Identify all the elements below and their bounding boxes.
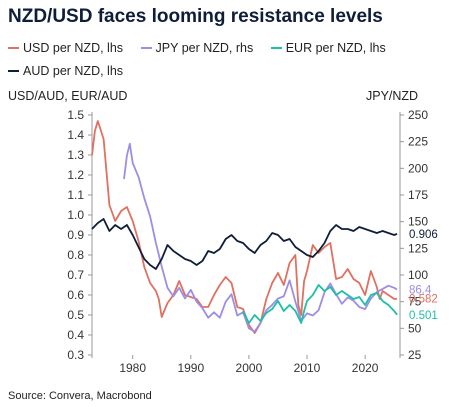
series-end-label-2: 86.4: [409, 285, 432, 297]
series-line-1: [91, 120, 398, 334]
legend-swatch-eur: [270, 46, 282, 49]
legend-item-jpy: JPY per NZD, rhs: [140, 40, 254, 55]
legend-label-jpy: JPY per NZD, rhs: [155, 40, 254, 55]
right-tick-label: 125: [408, 241, 428, 255]
left-tick-label: 0.6: [67, 288, 84, 302]
legend-item-eur: EUR per NZD, lhs: [270, 40, 386, 55]
left-axis-title: USD/AUD, EUR/AUD: [8, 89, 128, 103]
series-line-4: [91, 218, 398, 270]
chart-title: NZD/USD faces looming resistance levels: [8, 6, 383, 27]
legend-swatch-usd: [8, 46, 19, 49]
right-tick-label: 25: [408, 348, 422, 362]
legend-label-eur: EUR per NZD, lhs: [285, 40, 386, 55]
left-tick-label: 0.5: [67, 308, 84, 322]
left-tick-label: 1.0: [67, 208, 84, 222]
legend-swatch-jpy: [140, 46, 152, 49]
left-tick-label: 0.4: [67, 328, 84, 342]
right-tick-label: 250: [408, 108, 428, 122]
left-tick-label: 1.4: [67, 128, 84, 142]
series-end-label-4: 0.906: [409, 229, 438, 241]
source-note: Source: Convera, Macrobond: [8, 390, 152, 402]
legend-item-aud: AUD per NZD, lhs: [8, 64, 123, 78]
x-tick-label: 1990: [177, 361, 204, 375]
right-tick-label: 50: [408, 321, 422, 335]
legend-row-1: USD per NZD, lhs JPY per NZD, rhs EUR pe…: [8, 38, 400, 55]
x-tick-label: 2010: [294, 361, 321, 375]
right-tick-label: 225: [408, 135, 428, 149]
x-tick-label: 2000: [236, 361, 263, 375]
series-end-label-1: 0.582: [409, 294, 438, 306]
right-tick-label: 200: [408, 161, 428, 175]
legend-row-2: AUD per NZD, lhs: [8, 61, 137, 78]
right-tick-label: 75: [408, 295, 422, 309]
right-axis-title: JPY/NZD: [366, 89, 419, 103]
series-end-label-3: 0.501: [409, 310, 438, 322]
left-tick-label: 1.5: [67, 108, 84, 122]
series-line-3: [242, 284, 398, 324]
legend-label-usd: USD per NZD, lhs: [23, 40, 124, 55]
series-line-2: [123, 142, 398, 333]
x-tick-label: 2020: [352, 361, 379, 375]
legend-item-usd: USD per NZD, lhs: [8, 41, 123, 55]
x-tick-label: 1980: [119, 361, 146, 375]
legend-label-aud: AUD per NZD, lhs: [23, 63, 124, 78]
left-tick-label: 0.9: [67, 228, 84, 242]
left-tick-label: 0.8: [67, 248, 84, 262]
right-tick-label: 150: [408, 215, 428, 229]
left-tick-label: 0.3: [67, 348, 84, 362]
right-tick-label: 175: [408, 188, 428, 202]
right-tick-label: 100: [408, 268, 428, 282]
legend-swatch-aud: [8, 69, 19, 72]
left-tick-label: 0.7: [67, 268, 84, 282]
left-tick-label: 1.3: [67, 148, 84, 162]
left-tick-label: 1.1: [67, 188, 84, 202]
left-tick-label: 1.2: [67, 168, 84, 182]
